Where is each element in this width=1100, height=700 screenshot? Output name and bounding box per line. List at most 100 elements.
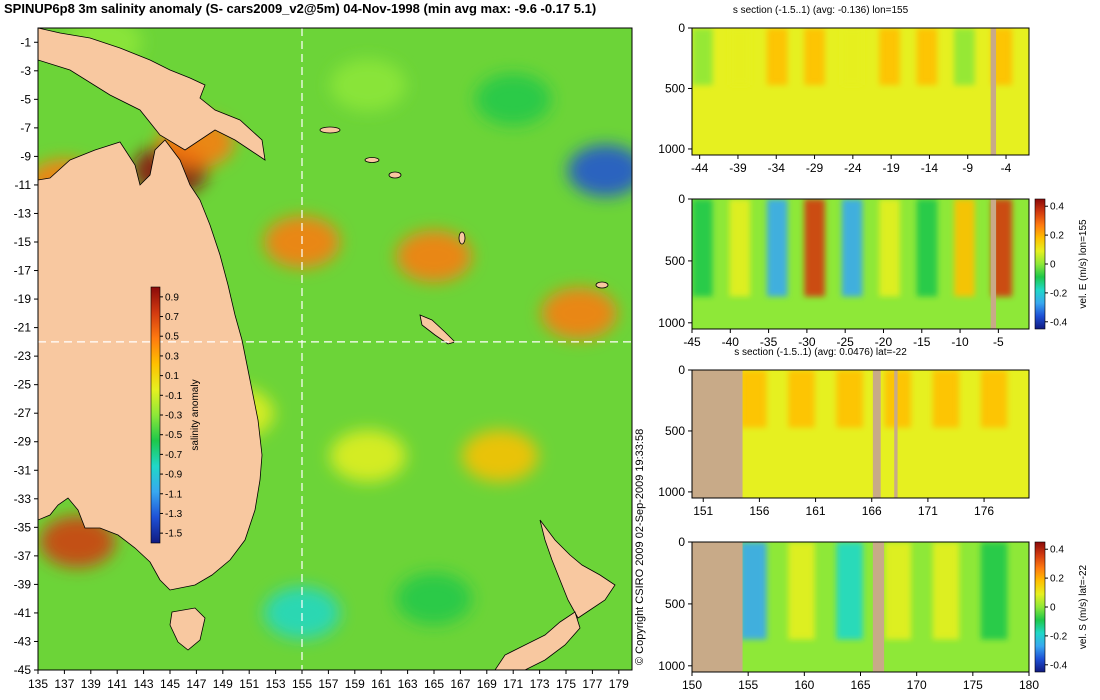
section-x-tick-label: -45 (683, 335, 701, 349)
map-x-tick-label: 149 (213, 677, 233, 691)
section-y-tick-label: 500 (665, 81, 685, 95)
velocity-colorbar-tick-label: 0 (1050, 603, 1056, 614)
section-x-tick-label: -9 (962, 161, 973, 175)
map-colorbar: 0.9 0.7 0.5 0.3 0.1 -0.1 -0.3 -0.5 -0.7 -0.9 -1.1 -… (150, 286, 201, 544)
section-y-tick-label: 0 (678, 535, 685, 549)
map-x-tick-label: 163 (398, 677, 418, 691)
map-x-tick-label: 141 (107, 677, 127, 691)
section-y-tick-label: 0 (678, 363, 685, 377)
panel-section-salt-lat: s section (-1.5..1) (avg: 0.0476) lat=-2… (658, 347, 1030, 518)
velocity-colorbar-label: vel. E (m/s) lon=155 (1078, 219, 1089, 309)
map-x-tick-label: 179 (609, 677, 629, 691)
map-y-tick-label: -21 (14, 321, 32, 335)
section-band (788, 542, 815, 640)
panel-section-salt-lon: s section (-1.5..1) (avg: -0.136) lon=15… (658, 5, 1030, 175)
section-band (954, 28, 975, 86)
section-y-tick-label: 1000 (658, 316, 685, 330)
section-x-tick-label: -30 (798, 335, 816, 349)
section-x-tick-label: 166 (862, 504, 882, 518)
map-x-tick-label: 171 (503, 677, 523, 691)
section-frame (691, 369, 1030, 499)
section-x-tick-label: -15 (913, 335, 931, 349)
section-x-tick-label: -40 (722, 335, 740, 349)
land-island-a (388, 171, 402, 179)
map-x-tick-label: 137 (54, 677, 74, 691)
section-x-tick-label: 156 (749, 504, 769, 518)
map-anomaly-feature (396, 572, 472, 625)
section-band (729, 28, 751, 86)
section-band (991, 28, 1013, 86)
section-band (766, 199, 788, 297)
map-y-tick-label: -19 (14, 292, 32, 306)
land-nz-north (539, 519, 616, 619)
map-panel: 135 137 139 141 143 145 147 149 151 153 155 157 159 1… (14, 27, 633, 691)
section-x-tick-label: 160 (794, 678, 814, 692)
map-colorbar-strip (150, 286, 161, 544)
section-x-tick-label: -24 (844, 161, 862, 175)
map-colorbar-tick-label: -0.9 (165, 470, 183, 481)
map-y-tick-label: -37 (14, 549, 32, 563)
section-band (788, 370, 815, 428)
section-x-tick-label: -10 (951, 335, 969, 349)
section-land (894, 370, 898, 498)
section-band (879, 28, 900, 86)
section-frame (691, 198, 1030, 330)
section-y-tick-label: 1000 (658, 485, 685, 499)
section-band (841, 28, 863, 86)
land-island-d (458, 231, 466, 245)
section-x-tick-label: -5 (993, 335, 1004, 349)
map-y-tick-label: -41 (14, 606, 32, 620)
section-band (836, 542, 863, 640)
velocity-colorbar-tick-label: -0.4 (1050, 317, 1068, 328)
map-x-tick-label: 147 (186, 677, 206, 691)
section-x-tick-label: -4 (1001, 161, 1012, 175)
section-band (836, 370, 863, 428)
land-tasmania (169, 607, 206, 651)
map-x-tick-label: 169 (477, 677, 497, 691)
section-band (692, 28, 713, 86)
section-x-tick-label: -34 (768, 161, 786, 175)
map-x-tick-label: 177 (582, 677, 602, 691)
map-colorbar-tick-label: -1.5 (165, 529, 183, 540)
map-y-tick-label: -5 (20, 92, 31, 106)
section-band (916, 199, 938, 297)
section-y-tick-label: 500 (665, 254, 685, 268)
map-colorbar-tick-label: 0.1 (165, 371, 179, 382)
map-colorbar-tick-label: 0.5 (165, 332, 179, 343)
section-band (916, 28, 938, 86)
velocity-colorbar-strip (1034, 541, 1046, 673)
section-x-tick-label: 175 (963, 678, 983, 692)
section-land (990, 28, 997, 155)
section-band (980, 370, 1008, 428)
copyright-text: © Copyright CSIRO 2009 02-Sep-2009 19:33… (634, 429, 646, 665)
map-anomaly-feature (541, 287, 618, 340)
map-y-tick-label: -43 (14, 634, 32, 648)
map-y-tick-label: -27 (14, 406, 32, 420)
map-x-tick-label: 139 (81, 677, 101, 691)
map-anomaly-feature (264, 586, 340, 639)
map-y-tick-label: -11 (15, 178, 32, 192)
section-x-tick-label: -14 (921, 161, 939, 175)
map-x-tick-label: 155 (292, 677, 312, 691)
section-x-tick-label: -44 (691, 161, 709, 175)
map-frame (37, 27, 633, 671)
land-new-caledonia (419, 314, 456, 345)
section-x-tick-label: 155 (738, 678, 758, 692)
section-band (841, 199, 863, 297)
map-x-tick-label: 167 (450, 677, 470, 691)
map-anomaly-feature (396, 230, 472, 283)
section-band (766, 28, 788, 86)
section-x-tick-label: 176 (974, 504, 994, 518)
velocity-colorbar-strip (1034, 198, 1046, 330)
map-x-tick-label: 145 (160, 677, 180, 691)
map-colorbar-tick-label: 0.9 (165, 292, 179, 303)
section-x-tick-label: -29 (806, 161, 824, 175)
section-x-tick-label: -19 (882, 161, 900, 175)
map-x-tick-label: 173 (530, 677, 550, 691)
map-x-tick-label: 161 (371, 677, 391, 691)
section-field (692, 199, 1029, 329)
land-mask (38, 28, 616, 670)
map-anomaly-feature (475, 73, 552, 126)
velocity-colorbar-tick-label: 0.4 (1050, 202, 1064, 213)
